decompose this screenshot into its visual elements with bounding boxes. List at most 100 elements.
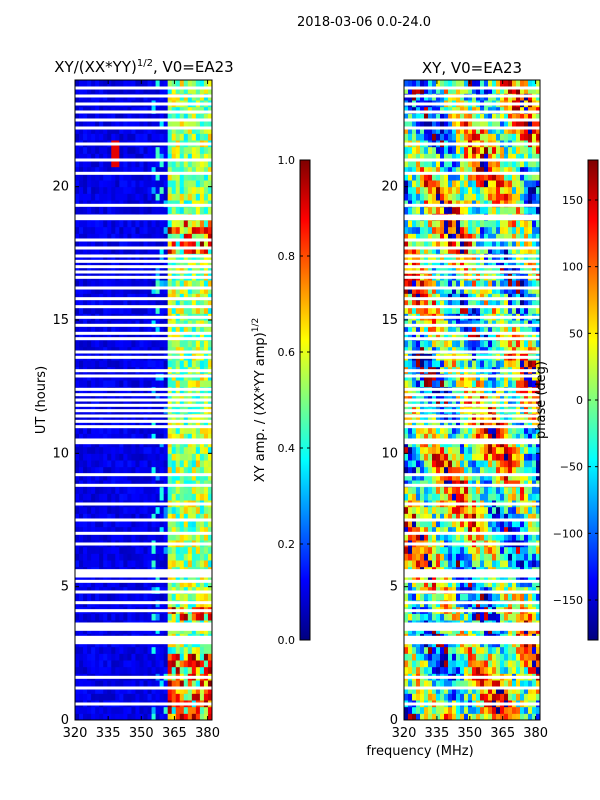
heatmap-cell [119, 260, 124, 268]
heatmap-cell [179, 400, 185, 408]
heatmap-cell [191, 686, 197, 694]
heatmap-cell [448, 686, 453, 694]
heatmap-cell [155, 346, 161, 354]
heatmap-cell [83, 560, 88, 568]
amplitude-title-tail: , V0=EA23 [153, 58, 234, 76]
heatmap-cell [496, 446, 501, 454]
heatmap-cell [460, 560, 465, 568]
heatmap-cell [476, 586, 481, 594]
heatmap-cell [191, 506, 197, 514]
heatmap-cell [87, 340, 92, 348]
heatmap-cell [456, 446, 461, 454]
heatmap-cell [428, 486, 433, 494]
heatmap-cell [203, 286, 209, 294]
heatmap-cell [167, 133, 173, 141]
heatmap-cell [183, 546, 189, 554]
heatmap-cell [155, 360, 161, 368]
heatmap-cell [151, 553, 157, 561]
heatmap-cell [135, 333, 140, 341]
heatmap-cell [460, 593, 465, 601]
heatmap-cell [516, 586, 521, 594]
heatmap-cell [187, 466, 193, 474]
heatmap-cell [516, 486, 521, 494]
heatmap-cell [444, 553, 449, 561]
heatmap-cell [468, 613, 473, 621]
heatmap-cell [207, 280, 213, 288]
heatmap-cell [147, 153, 153, 161]
heatmap-cell [99, 320, 104, 328]
heatmap-cell [111, 173, 116, 181]
heatmap-cell [492, 480, 497, 488]
heatmap-cell [151, 340, 157, 348]
heatmap-cell [500, 646, 505, 654]
heatmap-cell [171, 360, 177, 368]
heatmap-cell [107, 146, 112, 154]
heatmap-cell [207, 293, 213, 301]
heatmap-cell [123, 593, 128, 601]
heatmap-cell [179, 433, 185, 441]
heatmap-cell [195, 460, 201, 468]
heatmap-cell [87, 660, 92, 668]
heatmap-cell [151, 653, 157, 661]
heatmap-cell [155, 466, 161, 474]
heatmap-cell [163, 693, 169, 701]
heatmap-cell [203, 360, 209, 368]
heatmap-cell [111, 160, 116, 168]
heatmap-cell [436, 453, 441, 461]
heatmap-cell [195, 240, 201, 248]
heatmap-cell [131, 460, 136, 468]
heatmap-cell [199, 400, 205, 408]
heatmap-cell [420, 520, 425, 528]
heatmap-cell [199, 300, 205, 308]
heatmap-cell [500, 553, 505, 561]
heatmap-cell [191, 306, 197, 314]
heatmap-cell [127, 146, 132, 154]
heatmap-cell [195, 286, 201, 294]
data-gap-row [75, 483, 212, 487]
heatmap-cell [95, 533, 100, 541]
heatmap-cell [460, 453, 465, 461]
heatmap-cell [440, 526, 445, 534]
heatmap-cell [95, 426, 100, 434]
heatmap-cell [79, 120, 84, 128]
heatmap-cell [452, 433, 457, 441]
heatmap-cell [536, 560, 541, 568]
heatmap-cell [127, 86, 132, 94]
heatmap-cell [107, 160, 112, 168]
heatmap-cell [476, 526, 481, 534]
heatmap-cell [199, 706, 205, 714]
heatmap-cell [143, 506, 149, 514]
heatmap-cell [448, 533, 453, 541]
heatmap-cell [191, 393, 197, 401]
heatmap-cell [199, 333, 205, 341]
heatmap-cell [444, 420, 449, 428]
heatmap-cell [167, 433, 173, 441]
heatmap-cell [195, 166, 201, 174]
heatmap-cell [207, 173, 213, 181]
heatmap-cell [99, 280, 104, 288]
heatmap-cell [91, 560, 96, 568]
heatmap-cell [520, 666, 525, 674]
heatmap-cell [159, 120, 165, 128]
heatmap-cell [163, 473, 169, 481]
heatmap-cell [528, 486, 533, 494]
heatmap-cell [488, 646, 493, 654]
heatmap-cell [416, 686, 421, 694]
heatmap-cell [155, 300, 161, 308]
heatmap-cell [175, 240, 181, 248]
heatmap-cell [508, 460, 513, 468]
heatmap-cell [119, 326, 124, 334]
heatmap-cell [95, 240, 100, 248]
heatmap-cell [191, 246, 197, 254]
heatmap-cell [520, 653, 525, 661]
heatmap-cell [420, 486, 425, 494]
heatmap-cell [424, 666, 429, 674]
heatmap-cell [95, 680, 100, 688]
heatmap-cell [187, 320, 193, 328]
heatmap-cell [131, 453, 136, 461]
heatmap-cell [147, 446, 153, 454]
heatmap-cell [131, 426, 136, 434]
heatmap-cell [195, 580, 201, 588]
data-gap-row [75, 246, 212, 250]
heatmap-cell [151, 260, 157, 268]
